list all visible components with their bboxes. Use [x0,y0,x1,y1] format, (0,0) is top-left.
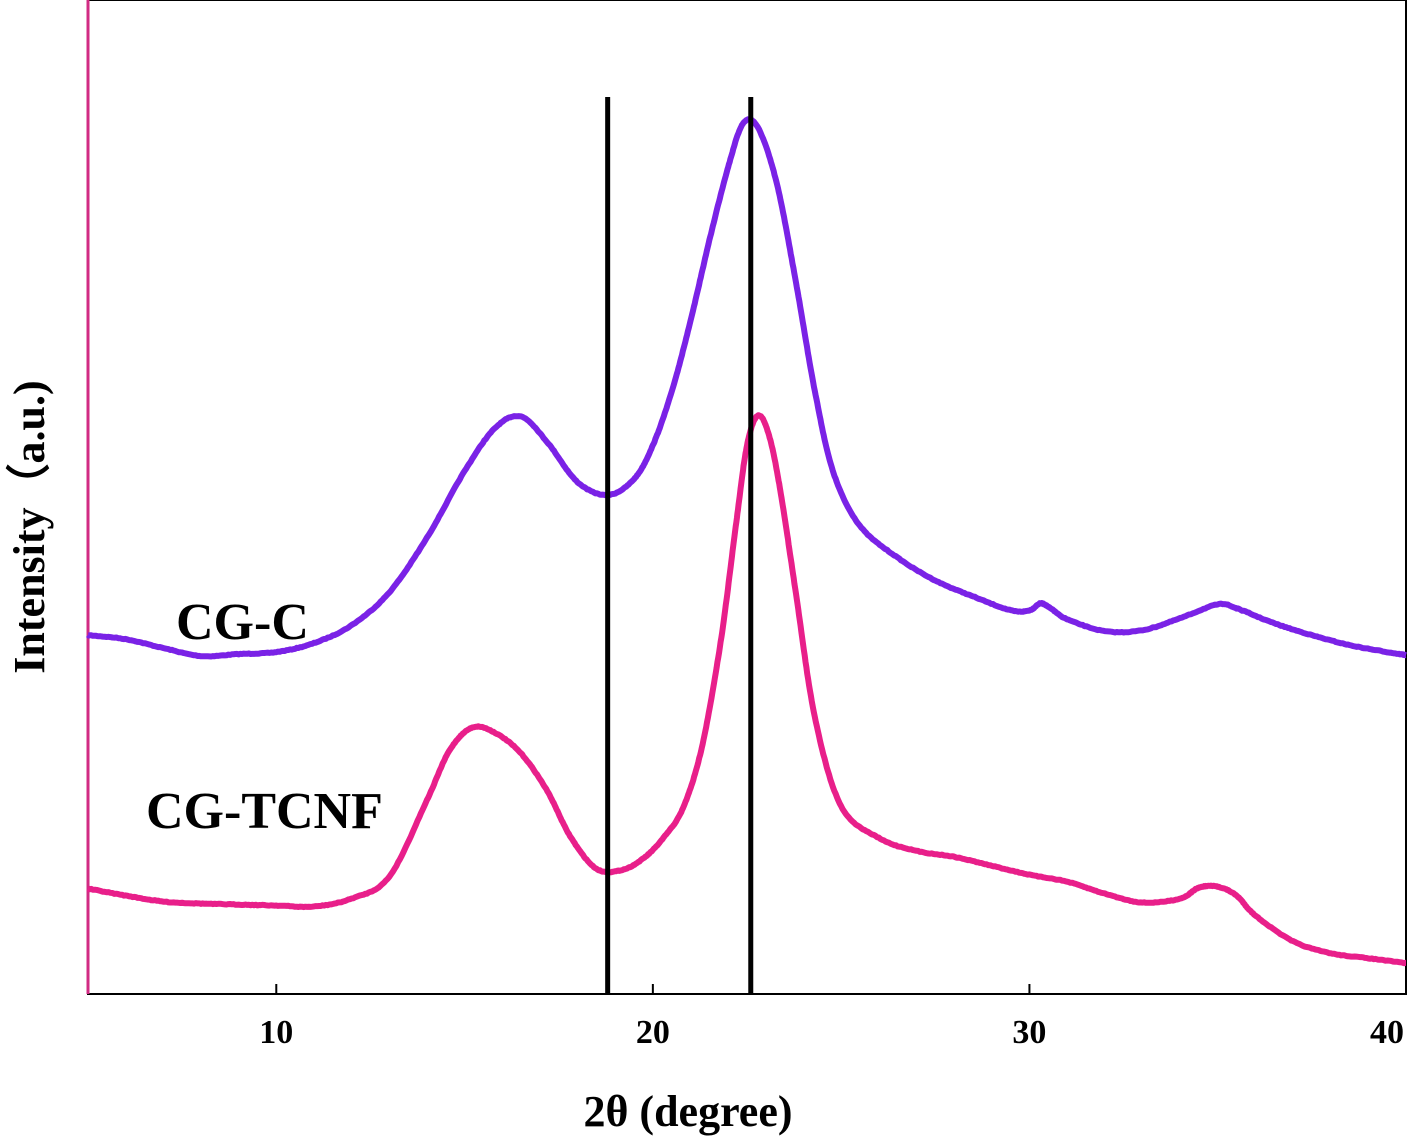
series-line-cg-tcnf [85,412,1409,967]
x-tick-label-10: 10 [259,1014,293,1051]
y-axis-title: Intensity（a.u.) [5,380,54,673]
plot-frame [87,0,1407,995]
series-label-cg-tcnf: CG-TCNF [146,783,383,840]
x-tick-label-40: 40 [1370,1014,1404,1051]
series-label-cg-c: CG-C [176,594,309,651]
x-axis-title: 2θ (degree) [583,1087,792,1136]
x-ticks: 10 20 30 40 [259,984,1407,1051]
x-tick-label-20: 20 [636,1014,670,1051]
x-tick-label-30: 30 [1012,1014,1046,1051]
reference-lines [605,97,754,994]
series-line-cg-c [85,116,1409,660]
series-layer [85,116,1409,967]
